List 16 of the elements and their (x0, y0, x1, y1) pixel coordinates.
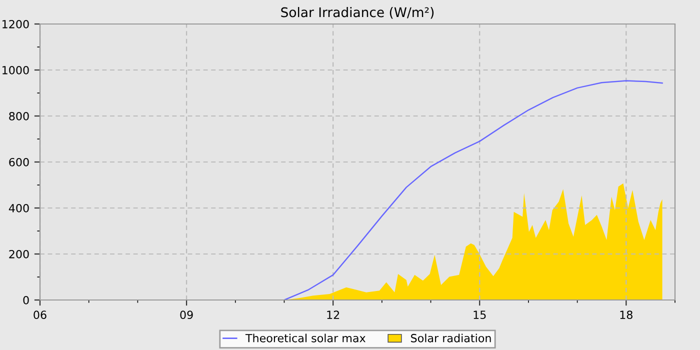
y-tick-label: 400 (8, 204, 29, 212)
legend-label: Solar radiation (411, 334, 491, 342)
y-tick-label: 1000 (2, 66, 29, 74)
y-tick-label: 200 (9, 250, 29, 258)
y-tick-label: 0 (23, 296, 29, 304)
x-tick-label: 18 (620, 310, 632, 320)
line-series (284, 80, 663, 300)
chart-title: Solar Irradiance (W/m²) (281, 7, 434, 19)
y-tick-label: 600 (9, 158, 29, 166)
y-tick-label: 800 (9, 112, 29, 120)
x-tick-label: 09 (180, 310, 193, 320)
y-tick-label: 1200 (2, 20, 29, 28)
legend-label: Theoretical solar max (245, 334, 366, 342)
x-tick-label: 06 (34, 310, 46, 320)
x-tick-label: 12 (327, 310, 340, 319)
x-tick-label: 15 (474, 310, 486, 320)
